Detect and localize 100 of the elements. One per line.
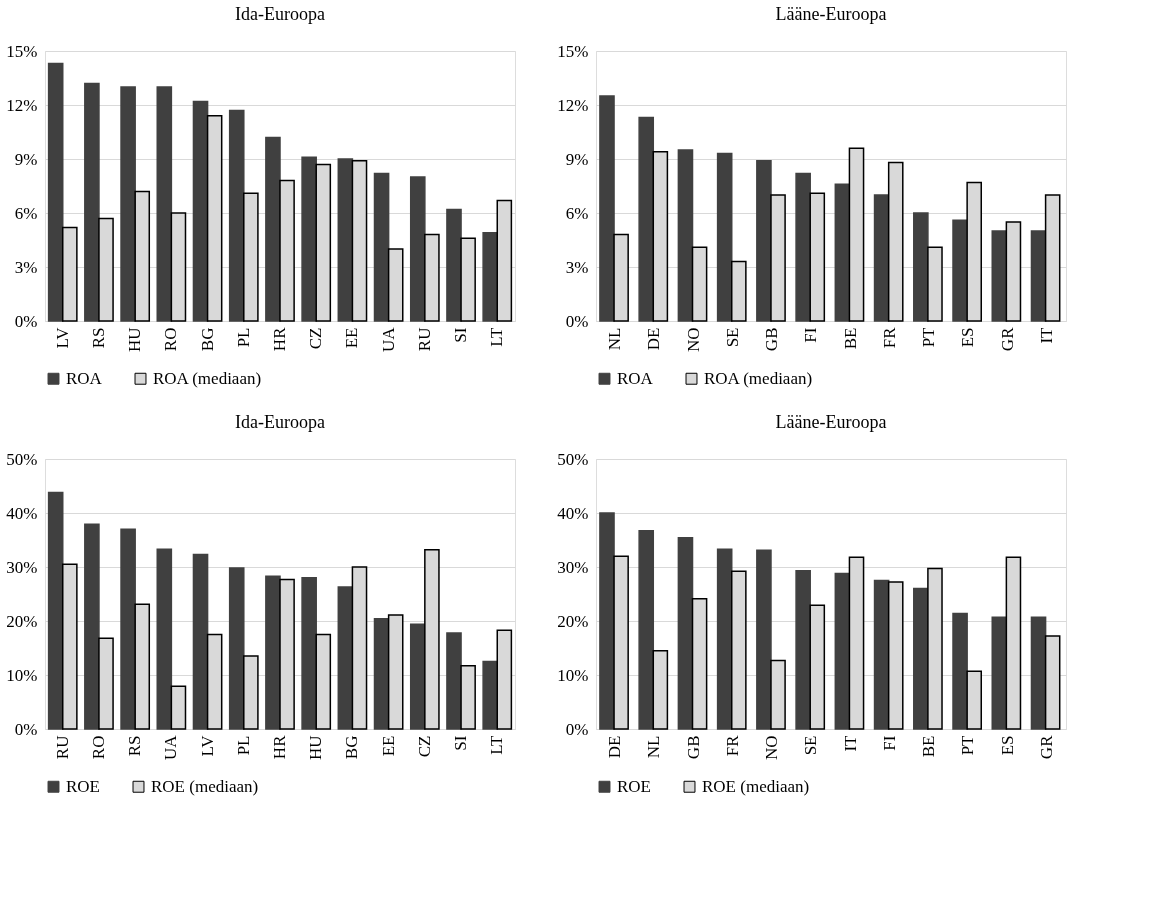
x-tick-label: RS: [125, 735, 145, 757]
bar: [337, 158, 354, 322]
x-tick-label: NO: [762, 735, 782, 761]
x-tick-label: GB: [683, 735, 703, 760]
x-tick-label: BE: [919, 735, 939, 758]
y-tick-label: 15%: [557, 41, 589, 61]
bar: [599, 512, 615, 730]
bar: [952, 219, 968, 322]
y-tick-label: 10%: [6, 665, 38, 685]
y-tick-label: 30%: [557, 557, 589, 577]
x-tick-label: RS: [88, 327, 108, 349]
bar: [756, 549, 772, 730]
y-tick-label: 40%: [557, 503, 589, 523]
bar: [756, 160, 772, 322]
x-tick-label: RO: [161, 327, 181, 352]
x-tick-label: PL: [233, 327, 253, 348]
x-tick-label: NO: [683, 327, 703, 353]
bar: [482, 232, 499, 322]
bar: [265, 575, 281, 730]
chart-title: Ida-Euroopa: [235, 4, 325, 24]
bar: [638, 116, 655, 322]
bar: [373, 172, 390, 322]
bar: [991, 616, 1008, 730]
x-tick-label: ES: [958, 327, 978, 348]
x-tick-label: SI: [451, 327, 471, 343]
x-tick-label: GR: [997, 326, 1017, 352]
x-tick-label: FI: [879, 735, 899, 751]
bar: [301, 156, 317, 322]
bar: [120, 86, 136, 322]
bar: [228, 567, 245, 730]
legend-label: ROE (mediaan): [151, 776, 259, 796]
bar: [952, 612, 968, 730]
bar: [301, 577, 317, 730]
bar: [873, 579, 890, 730]
x-tick-label: RU: [52, 735, 72, 760]
bar: [228, 109, 245, 322]
bar: [192, 100, 209, 322]
legend-label: ROA: [617, 368, 654, 388]
y-tick-label: 9%: [565, 149, 589, 169]
bar: [795, 570, 811, 730]
x-tick-label: SI: [451, 735, 471, 751]
bar: [409, 176, 426, 322]
x-tick-label: PT: [958, 734, 978, 756]
bar: [873, 194, 890, 322]
x-tick-label: HR: [270, 734, 289, 760]
bar: [120, 528, 136, 730]
x-tick-label: BG: [197, 327, 217, 352]
x-tick-label: FR: [879, 326, 899, 349]
y-tick-label: 0%: [14, 311, 38, 331]
legend-label: ROA (mediaan): [704, 368, 813, 388]
bar: [834, 183, 851, 322]
x-tick-label: GR: [1036, 734, 1056, 760]
bar: [677, 537, 694, 730]
y-tick-label: 15%: [6, 41, 38, 61]
bar: [170, 685, 187, 730]
bar: [156, 86, 173, 322]
legend-label: ROA: [66, 368, 103, 388]
bar: [265, 136, 281, 322]
x-tick-label: CZ: [306, 327, 326, 350]
x-tick-label: HR: [270, 326, 289, 352]
x-tick-label: ES: [997, 735, 1017, 756]
y-tick-label: 6%: [565, 203, 589, 223]
x-tick-label: IT: [840, 734, 860, 752]
bar: [446, 208, 462, 322]
x-tick-label: PT: [919, 326, 939, 348]
bar: [482, 660, 499, 730]
bar: [834, 572, 851, 730]
chart-title: Ida-Euroopa: [235, 412, 325, 432]
bar: [373, 618, 390, 730]
y-tick-label: 12%: [6, 95, 38, 115]
x-tick-label: UA: [161, 734, 181, 761]
bar: [156, 548, 173, 730]
x-tick-label: SE: [801, 735, 821, 756]
chart-title: Lääne-Euroopa: [775, 4, 887, 24]
y-tick-label: 20%: [557, 611, 589, 631]
bar: [991, 230, 1008, 322]
y-tick-label: 0%: [14, 719, 38, 739]
y-tick-label: 40%: [6, 503, 38, 523]
x-tick-label: DE: [605, 735, 625, 759]
x-tick-label: LV: [197, 734, 217, 757]
x-tick-label: CZ: [414, 735, 434, 758]
x-tick-label: IT: [1036, 326, 1056, 344]
bar: [192, 553, 209, 730]
y-tick-label: 20%: [6, 611, 38, 631]
bar: [599, 95, 615, 322]
y-tick-label: 3%: [14, 257, 38, 277]
bar: [84, 82, 100, 322]
x-tick-label: HU: [125, 327, 145, 353]
bar: [1030, 230, 1047, 322]
x-tick-label: UA: [378, 326, 398, 353]
x-tick-label: RO: [88, 735, 108, 760]
x-tick-label: DE: [644, 327, 664, 351]
bar: [84, 523, 100, 730]
bar: [913, 212, 929, 322]
x-tick-label: LT: [487, 326, 507, 347]
bar: [716, 548, 733, 730]
legend-label: ROE: [617, 776, 651, 796]
legend-label: ROE: [66, 776, 100, 796]
x-tick-label: EE: [378, 735, 398, 757]
bar: [409, 623, 426, 730]
